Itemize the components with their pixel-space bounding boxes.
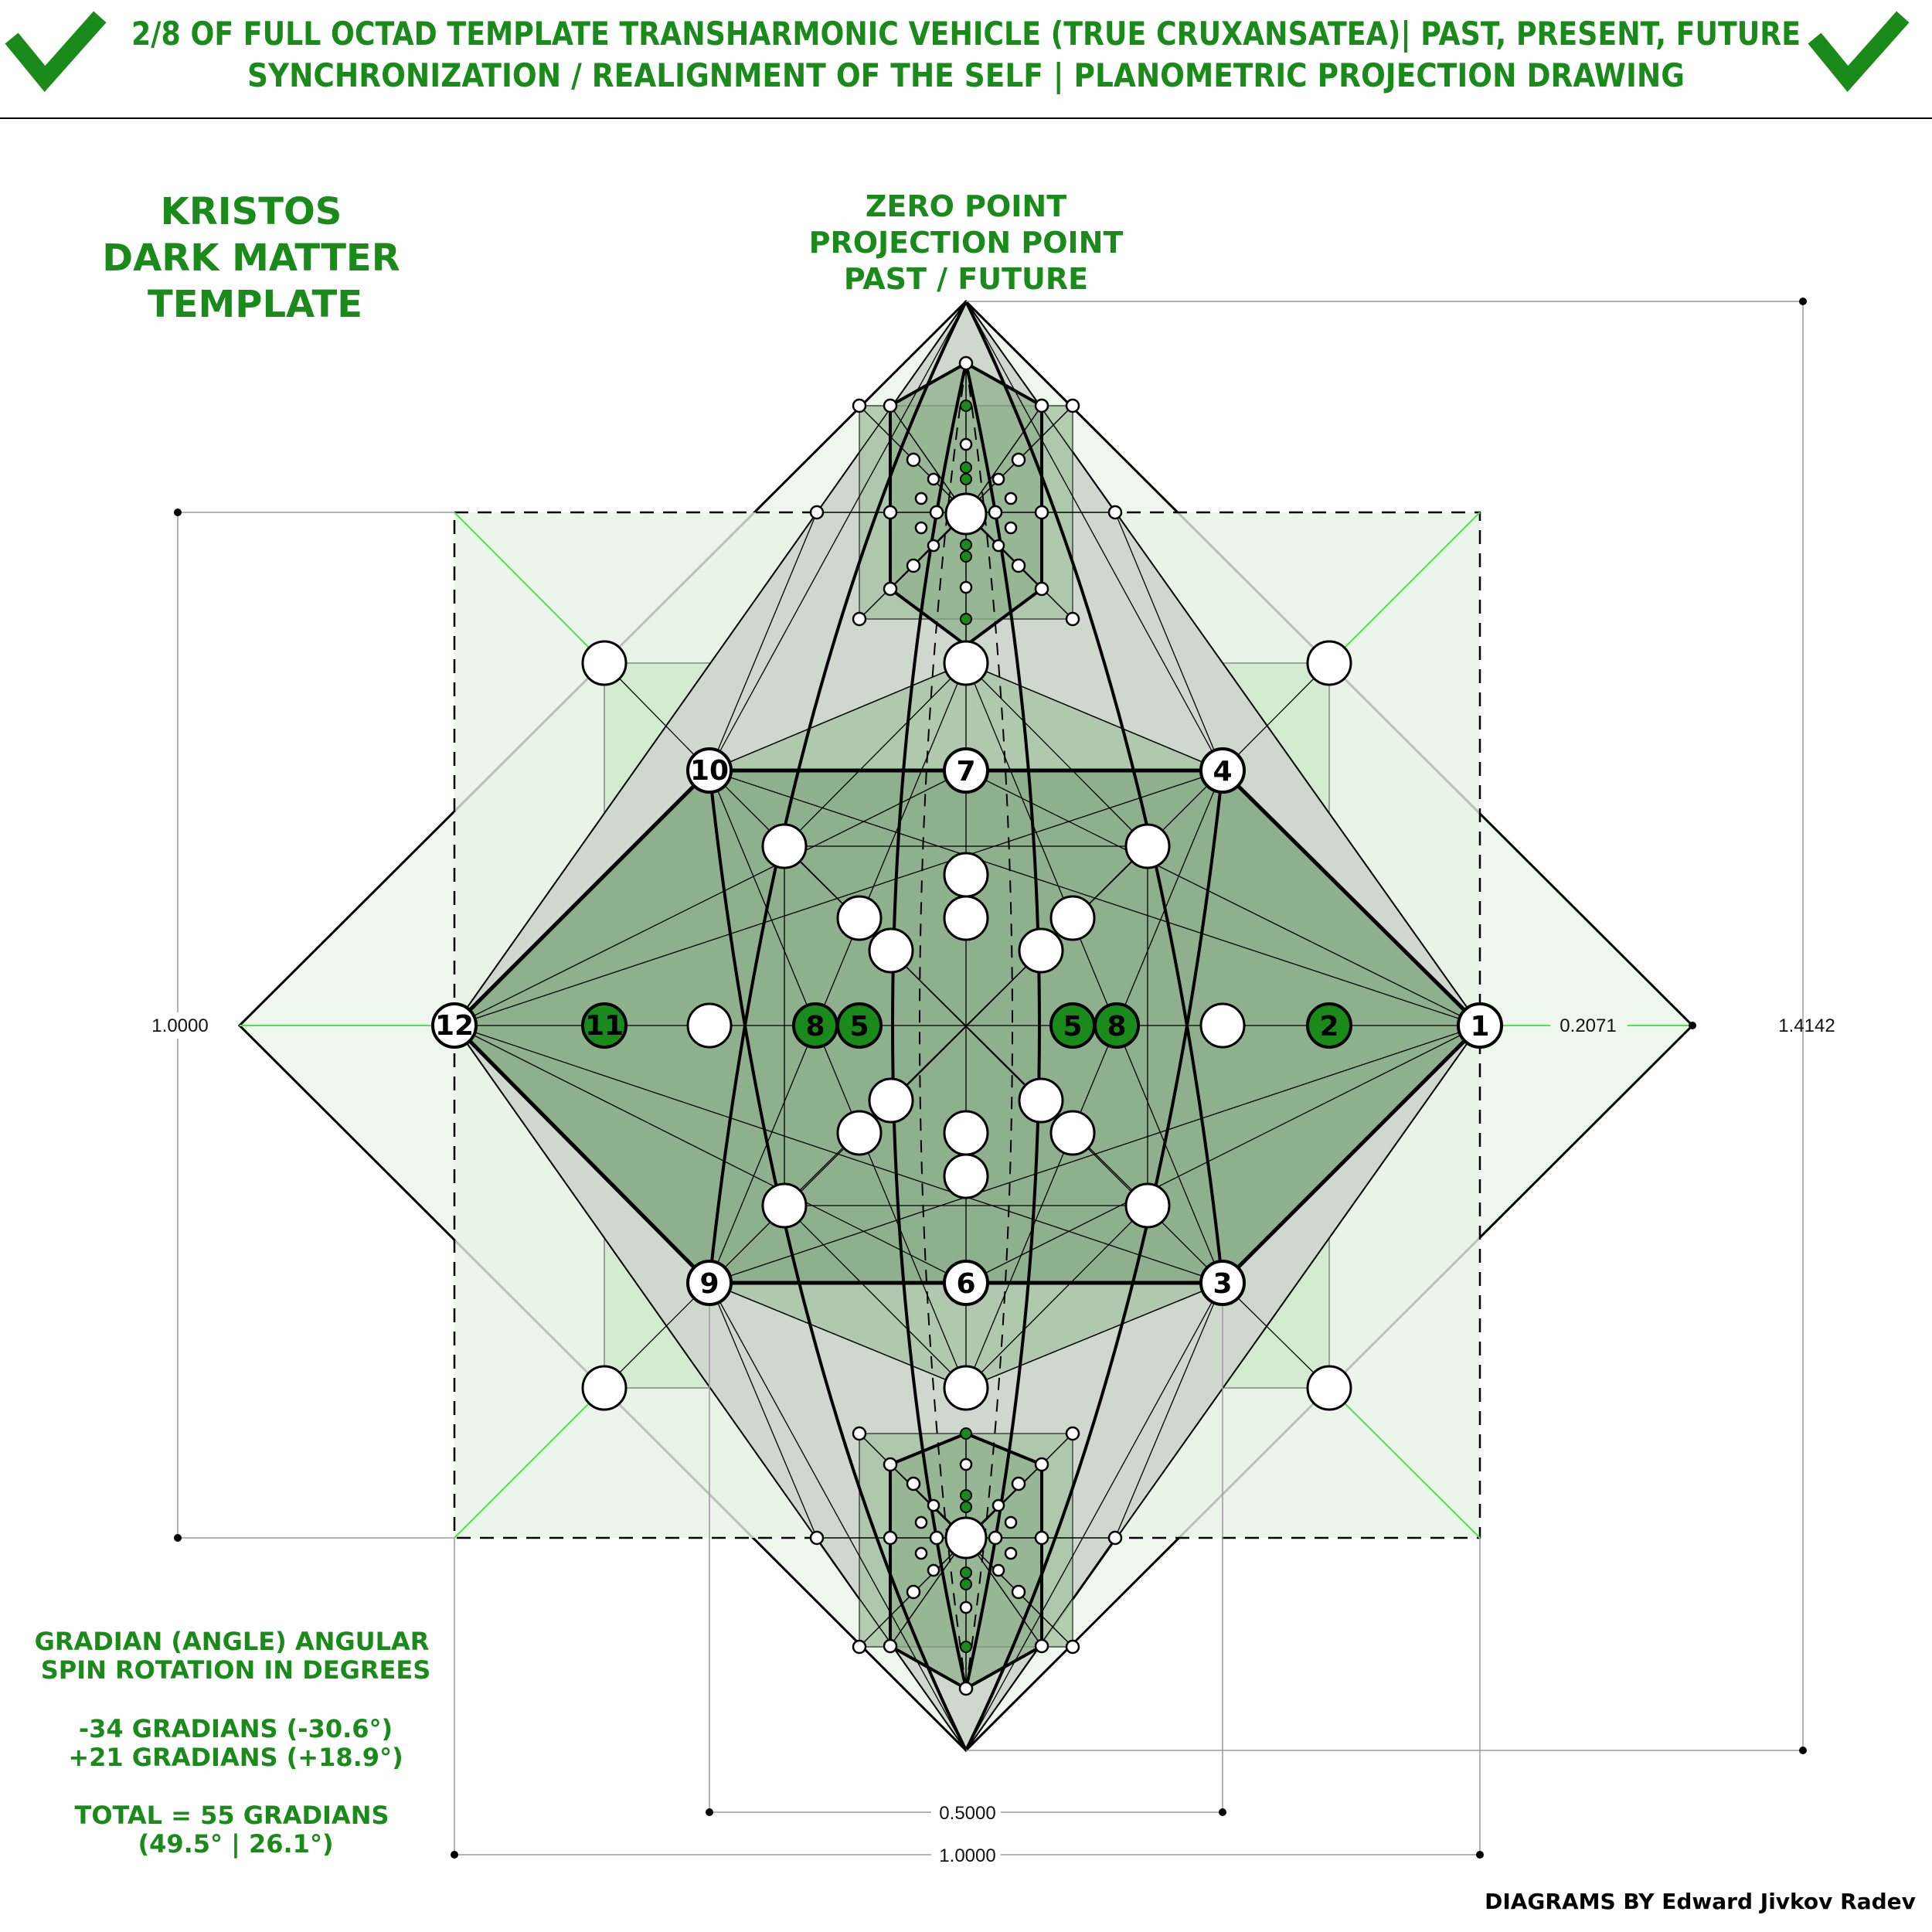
svg-text:4: 4 (1213, 756, 1232, 787)
node-circle (761, 1182, 808, 1229)
svg-text:9: 9 (699, 1268, 719, 1300)
node-circle (943, 852, 989, 898)
dimension-labels: 1.0000 0.2071 1.4142 0.5000 1.0000 (139, 1012, 1835, 1866)
gradian-line1: GRADIAN (ANGLE) ANGULAR (35, 1627, 430, 1656)
left-title-line2: DARK MATTER (102, 236, 400, 280)
node-10: 10 (686, 747, 733, 794)
node-circle (943, 895, 989, 941)
header-title-line1: 2/8 OF FULL OCTAD TEMPLATE TRANSHARMONIC… (131, 15, 1801, 53)
header-title-line2: SYNCHRONIZATION / REALIGNMENT OF THE SEL… (247, 56, 1685, 94)
node-circle (1049, 1110, 1096, 1156)
svg-text:7: 7 (956, 756, 975, 787)
dim-left-height: 1.0000 (151, 1015, 208, 1036)
left-title: KRISTOS DARK MATTER TEMPLATE (102, 190, 400, 326)
gradian-note: GRADIAN (ANGLE) ANGULAR SPIN ROTATION IN… (35, 1627, 431, 1859)
svg-text:6: 6 (956, 1268, 975, 1300)
node-8-right: 8 (1094, 1002, 1140, 1049)
dim-bottom-outer: 1.0000 (939, 1845, 995, 1866)
node-circle (943, 1110, 989, 1156)
svg-text:1: 1 (1470, 1011, 1489, 1043)
node-9: 9 (686, 1260, 733, 1306)
node-3: 3 (1199, 1260, 1246, 1306)
gradian-line4: -34 GRADIANS (-30.6°) (79, 1714, 393, 1743)
unlabeled-nodes (581, 492, 1352, 1560)
node-circle (836, 1110, 883, 1156)
node-circle (1124, 1182, 1171, 1229)
labeled-nodes: 1 2 3 4 5 5 6 7 8 8 9 10 11 12 (431, 747, 1503, 1306)
gradian-line7: TOTAL = 55 GRADIANS (74, 1801, 389, 1830)
node-12: 12 (431, 1002, 478, 1049)
node-circle (944, 492, 988, 536)
dim-right-height: 1.4142 (1778, 1015, 1835, 1036)
node-circle (1018, 927, 1064, 974)
node-circle (1306, 640, 1352, 686)
zero-point-line3: PAST / FUTURE (844, 262, 1088, 296)
node-11: 11 (581, 1002, 628, 1049)
zero-point-label: ZERO POINT PROJECTION POINT PAST / FUTUR… (809, 189, 1124, 296)
zero-point-line1: ZERO POINT (866, 189, 1066, 223)
svg-text:5: 5 (849, 1011, 869, 1043)
node-7: 7 (943, 747, 989, 794)
node-circle (836, 895, 883, 941)
node-circle (761, 823, 808, 869)
dim-bottom-inner: 0.5000 (939, 1803, 995, 1824)
node-circle (581, 1365, 628, 1411)
node-circle (1018, 1077, 1064, 1124)
node-circle (1124, 823, 1171, 869)
node-2: 2 (1306, 1002, 1352, 1049)
svg-text:10: 10 (690, 755, 729, 787)
small-nodes (809, 355, 1123, 1696)
left-title-line3: TEMPLATE (148, 283, 362, 326)
svg-text:3: 3 (1213, 1268, 1232, 1300)
dimension-lines (177, 301, 1804, 1855)
node-circle (943, 1365, 989, 1411)
node-circle (868, 1077, 914, 1124)
node-circle (943, 640, 989, 686)
gradian-line2: SPIN ROTATION IN DEGREES (41, 1655, 431, 1685)
check-mark-icon (5, 11, 107, 92)
small-green-nodes (960, 400, 972, 1653)
node-circle (1199, 1002, 1246, 1049)
zero-point-line2: PROJECTION POINT (809, 226, 1124, 260)
svg-text:8: 8 (1107, 1011, 1126, 1043)
header: 2/8 OF FULL OCTAD TEMPLATE TRANSHARMONIC… (0, 11, 1932, 119)
node-circle (1049, 895, 1096, 941)
gradian-line5: +21 GRADIANS (+18.9°) (68, 1743, 403, 1772)
node-8-left: 8 (792, 1002, 838, 1049)
node-5-right: 5 (1049, 1002, 1096, 1049)
node-4: 4 (1199, 747, 1246, 794)
node-1: 1 (1457, 1002, 1503, 1049)
node-5-left: 5 (836, 1002, 883, 1049)
node-6: 6 (943, 1260, 989, 1306)
gradian-line8: (49.5° | 26.1°) (138, 1829, 333, 1859)
node-circle (686, 1002, 733, 1049)
dim-right-offset: 0.2071 (1560, 1015, 1616, 1036)
node-circle (943, 1153, 989, 1199)
node-circle (868, 927, 914, 974)
node-circle (1306, 1365, 1352, 1411)
svg-text:12: 12 (435, 1010, 474, 1042)
credit: DIAGRAMS BY Edward Jivkov Radev (1485, 1889, 1916, 1914)
svg-text:5: 5 (1063, 1011, 1082, 1043)
dimension-endpoints (174, 298, 1807, 1859)
svg-text:11: 11 (585, 1010, 624, 1042)
node-circle (581, 640, 628, 686)
node-circle (944, 1516, 988, 1560)
check-mark-icon (1808, 11, 1910, 92)
left-title-line1: KRISTOS (161, 190, 342, 233)
svg-text:2: 2 (1319, 1011, 1338, 1043)
svg-text:8: 8 (805, 1011, 825, 1043)
